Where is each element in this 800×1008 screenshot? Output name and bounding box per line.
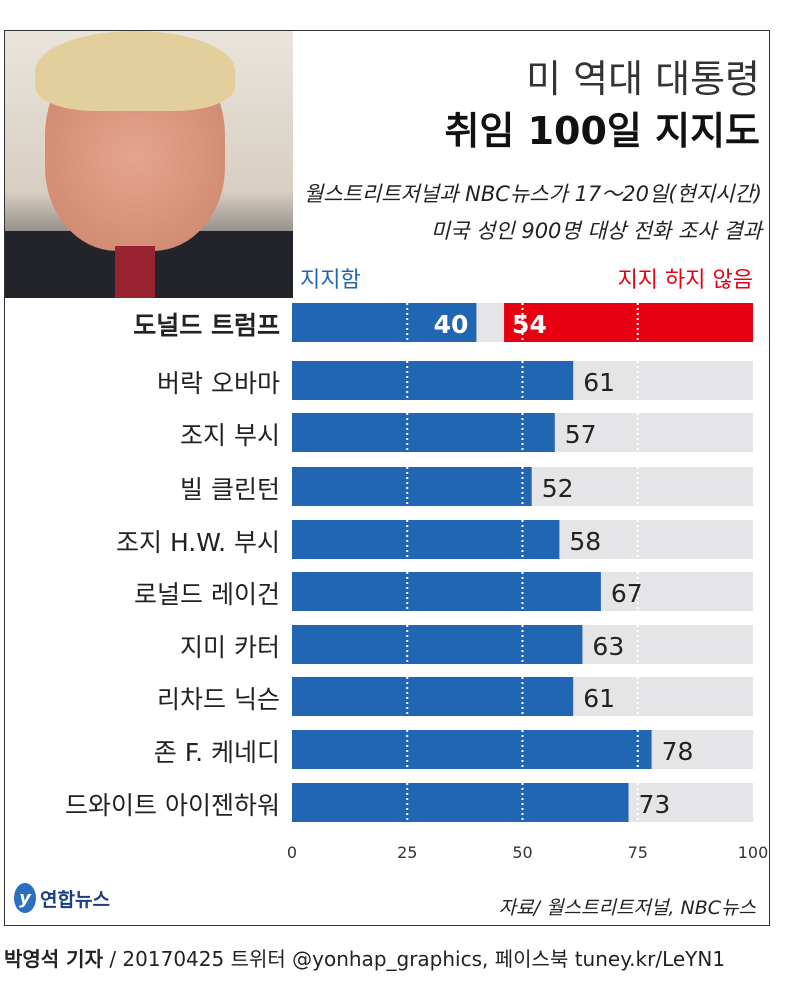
bar-approve [292, 677, 574, 716]
bar-approve [292, 730, 652, 769]
value-label-approve: 61 [583, 684, 615, 713]
bar-approve [292, 625, 583, 664]
value-label-approve: 67 [611, 579, 643, 608]
legend-approve: 지지함 [300, 268, 361, 293]
x-tick-label: 50 [512, 843, 533, 862]
bar-approve [292, 467, 532, 506]
bar-approve [292, 413, 555, 452]
bar-approve [292, 572, 601, 611]
category-label: 조지 부시 [180, 421, 280, 450]
value-label-approve: 63 [592, 632, 624, 661]
source-note: 자료/ 월스트리트저널, NBC뉴스 [498, 897, 756, 919]
bar-approve [292, 303, 477, 342]
yonhap-logo: y 연합뉴스 [14, 883, 110, 913]
title-line1: 미 역대 대통령 [526, 57, 760, 101]
credit-line: 박영석 기자 / 20170425 트위터 @yonhap_graphics, … [4, 947, 726, 971]
value-label-approve: 73 [639, 790, 671, 819]
category-label: 존 F. 케네디 [153, 738, 280, 767]
subtitle-line1: 월스트리트저널과 NBC뉴스가 17～20일(현지시간) [303, 182, 762, 206]
category-label: 드와이트 아이젠하워 [65, 791, 280, 820]
bar-disapprove [504, 303, 753, 342]
value-label-approve: 40 [434, 310, 469, 339]
value-label-approve: 57 [565, 420, 597, 449]
value-label-approve: 78 [662, 737, 694, 766]
bar-approve [292, 520, 560, 559]
x-tick-label: 25 [397, 843, 418, 862]
x-tick-label: 0 [286, 843, 298, 862]
president-photo [5, 31, 293, 298]
value-label-approve: 58 [569, 527, 601, 556]
value-label-approve: 61 [583, 368, 615, 397]
category-label: 지미 카터 [180, 633, 280, 662]
value-label-approve: 52 [542, 474, 574, 503]
infographic-frame [4, 30, 770, 926]
bar-approve [292, 783, 629, 822]
x-tick-label: 75 [627, 843, 648, 862]
x-tick-label: 100 [737, 843, 769, 862]
category-label: 로널드 레이건 [134, 580, 280, 609]
subtitle-line2: 미국 성인 900명 대상 전화 조사 결과 [430, 219, 762, 243]
category-label: 버락 오바마 [157, 369, 280, 398]
category-label: 도널드 트럼프 [133, 311, 280, 340]
value-label-disapprove: 54 [512, 310, 547, 339]
category-label: 리차드 닉슨 [157, 685, 280, 714]
category-label: 조지 H.W. 부시 [116, 528, 280, 557]
bar-approve [292, 361, 574, 400]
category-label: 빌 클린턴 [180, 475, 280, 504]
legend-disapprove: 지지 하지 않음 [617, 268, 753, 293]
title-line2: 취임 100일 지지도 [444, 109, 760, 153]
